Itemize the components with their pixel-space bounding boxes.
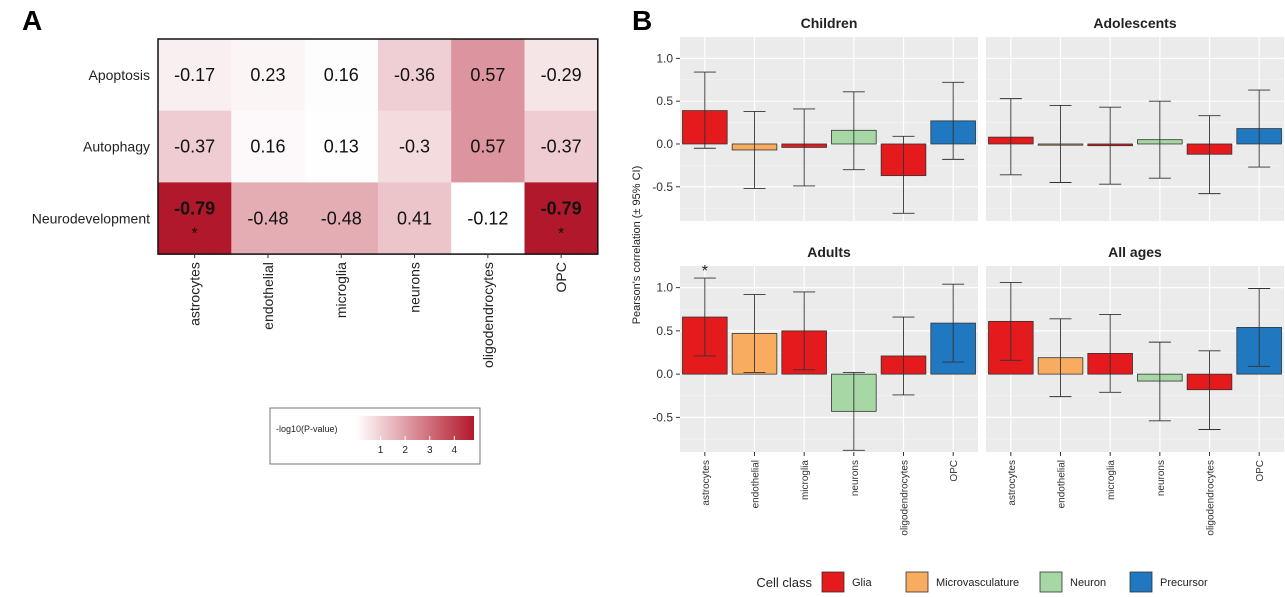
facet-title: Adolescents [1093,15,1176,31]
column-label: endothelial [260,262,276,330]
panel-label-a: A [22,5,42,36]
heatmap-value: 0.16 [250,137,285,157]
heatmap-value: -0.48 [247,208,288,228]
heatmap-value: -0.37 [541,137,582,157]
facet-background [680,37,978,221]
heatmap-cell [377,182,452,255]
significance-marker: * [702,263,708,280]
heatmap-cell [231,110,306,183]
y-axis-title: Pearson's correlation (± 95% CI) [631,166,643,325]
significance-marker: * [558,225,564,242]
y-tick-label: 0.5 [656,94,673,108]
facet-background [986,266,1284,452]
heatmap-value: -0.29 [541,65,582,85]
x-tick-label: OPC [1255,460,1266,482]
legend-label: Precursor [1160,577,1208,589]
legend-label: Microvasculature [936,577,1019,589]
x-tick-label: astrocytes [701,460,712,506]
x-tick-label: neurons [850,460,861,496]
heatmap-value: -0.48 [321,208,362,228]
heatmap-cell [524,39,599,112]
y-tick-label: -0.5 [652,410,673,424]
facet-background [680,266,978,452]
legend-label: Glia [852,577,872,589]
heatmap-cell [377,110,452,183]
legend-label: Neuron [1070,577,1106,589]
colorbar-tick-label: 3 [427,445,433,456]
significance-marker: * [192,225,198,242]
heatmap-cell [231,39,306,112]
heatmap-value: -0.12 [467,208,508,228]
y-tick-label: 1.0 [656,51,673,65]
heatmap-cell [158,182,232,255]
row-label: Neurodevelopment [32,210,150,226]
facet-title: Adults [807,244,851,260]
colorbar-title: -log10(P-value) [276,424,338,434]
column-label: OPC [553,262,569,292]
column-label: oligodendrocytes [480,262,496,368]
colorbar-tick-label: 1 [378,445,384,456]
heatmap-cell [524,182,599,255]
y-tick-label: 1.0 [656,281,673,295]
column-label: neurons [407,262,423,313]
heatmap-value: -0.17 [174,65,215,85]
heatmap-cell [304,110,379,183]
bar-panel: Children -0.5 0.0 0.5 1.0 Adolescents Adults * -… [631,15,1284,593]
heatmap-value: -0.37 [174,137,215,157]
legend-swatch [821,571,845,593]
column-label: astrocytes [187,262,203,326]
heatmap-cell [158,39,232,112]
x-tick-label: neurons [1156,460,1167,496]
legend-swatch [1039,571,1063,593]
heatmap-value: -0.3 [399,137,430,157]
x-tick-label: microglia [1106,460,1117,500]
facet-title: All ages [1108,244,1162,260]
y-tick-label: 0.5 [656,324,673,338]
facet-title: Children [801,15,858,31]
colorbar [356,416,474,440]
heatmap-value: 0.57 [470,137,505,157]
heatmap-value: 0.16 [324,65,359,85]
colorbar-tick-label: 2 [402,445,408,456]
heatmap-cell [304,182,379,255]
facet-background [986,37,1284,221]
heatmap-value: -0.79 [541,198,582,218]
heatmap-value: 0.13 [324,137,359,157]
heatmap-cell [451,182,525,255]
y-tick-label: -0.5 [652,180,673,194]
heatmap-cell [451,110,525,183]
heatmap-value: 0.23 [250,65,285,85]
panel-label-b: B [632,5,652,36]
heatmap-cell [524,110,599,183]
x-tick-label: OPC [949,460,960,482]
x-tick-label: endothelial [751,460,762,508]
x-tick-label: oligodendrocytes [1206,460,1217,536]
heatmap-value: -0.36 [394,65,435,85]
heatmap-cell [231,182,306,255]
heatmap-cell [377,39,452,112]
legend-title: Cell class [756,575,812,590]
heatmap-cell [451,39,525,112]
x-tick-label: astrocytes [1007,460,1018,506]
heatmap-value: -0.79 [174,198,215,218]
x-tick-label: oligodendrocytes [900,460,911,536]
row-label: Apoptosis [89,67,150,83]
column-label: microglia [333,262,349,318]
x-tick-label: microglia [800,460,811,500]
legend-swatch [905,571,929,593]
y-tick-label: 0.0 [656,367,673,381]
heatmap-panel: Apoptosis -0.17 0.23 0.16 -0.36 0.57 -0.29 Auto… [32,38,599,465]
colorbar-tick-label: 4 [452,445,458,456]
row-label: Autophagy [83,139,150,155]
x-tick-label: endothelial [1057,460,1068,508]
heatmap-value: 0.57 [470,65,505,85]
heatmap-value: 0.41 [397,208,432,228]
heatmap-cell [158,110,232,183]
heatmap-border [157,38,599,255]
y-tick-label: 0.0 [656,137,673,151]
legend-swatch [1129,571,1153,593]
heatmap-cell [304,39,379,112]
